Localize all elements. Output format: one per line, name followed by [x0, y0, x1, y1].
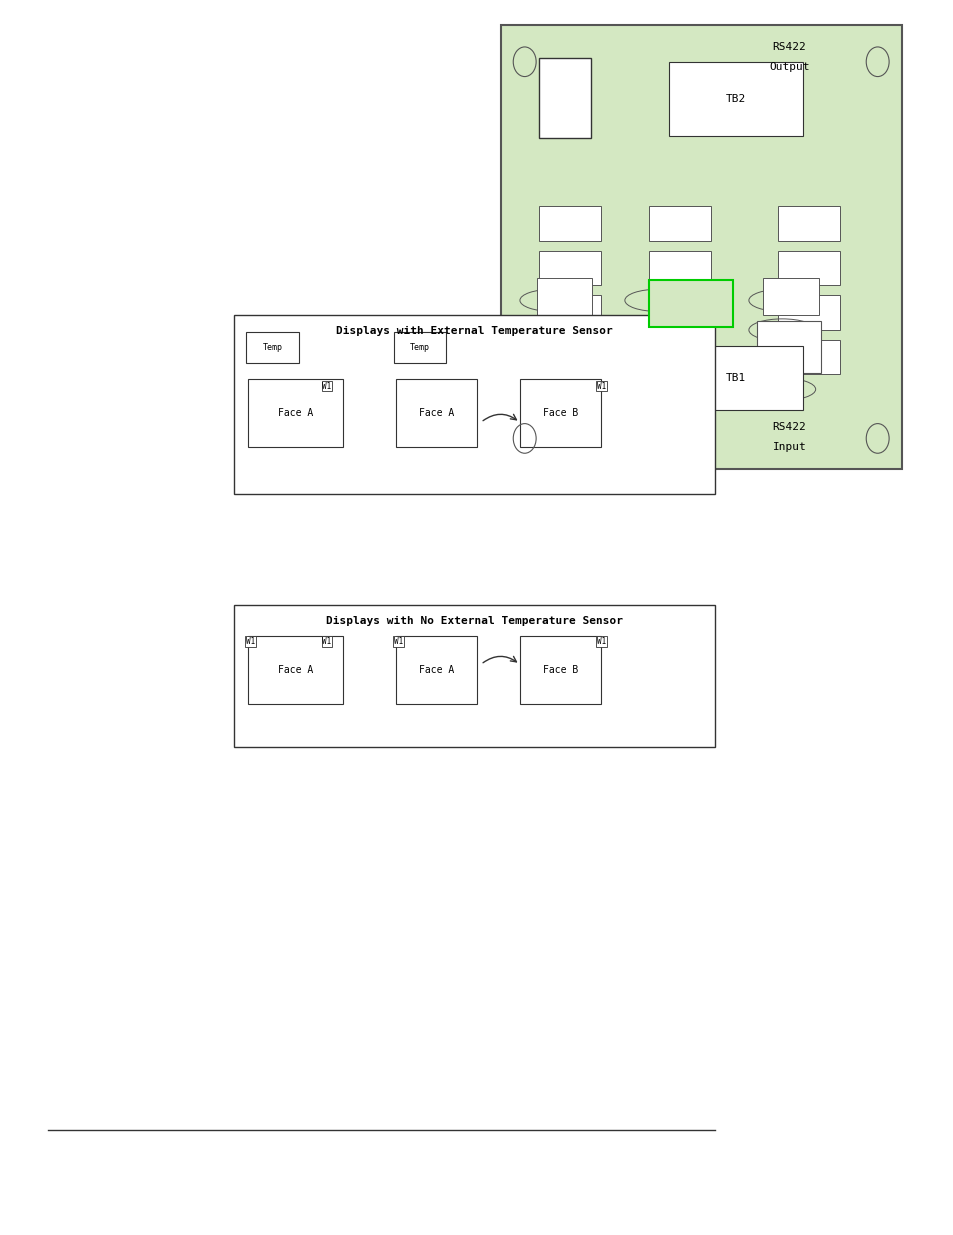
Text: Face A: Face A [418, 408, 454, 419]
FancyBboxPatch shape [777, 340, 839, 374]
Text: W1: W1 [597, 382, 606, 390]
FancyBboxPatch shape [538, 295, 600, 330]
FancyBboxPatch shape [233, 315, 715, 494]
FancyBboxPatch shape [762, 278, 818, 315]
Text: W1: W1 [322, 637, 332, 646]
Text: RS422: RS422 [772, 422, 805, 432]
FancyBboxPatch shape [777, 206, 839, 241]
FancyBboxPatch shape [668, 346, 801, 410]
Text: Face A: Face A [278, 408, 313, 419]
Text: W1: W1 [322, 382, 332, 390]
FancyBboxPatch shape [538, 206, 600, 241]
FancyBboxPatch shape [537, 278, 592, 315]
Text: Displays with No External Temperature Sensor: Displays with No External Temperature Se… [326, 616, 622, 626]
FancyBboxPatch shape [648, 206, 710, 241]
FancyBboxPatch shape [534, 321, 598, 373]
FancyBboxPatch shape [777, 295, 839, 330]
Text: Output: Output [768, 62, 809, 72]
Text: Face B: Face B [542, 408, 578, 419]
Text: TB1: TB1 [725, 373, 745, 383]
FancyBboxPatch shape [246, 332, 298, 363]
FancyBboxPatch shape [500, 25, 901, 469]
Text: W1: W1 [394, 637, 403, 646]
Text: Input: Input [772, 442, 805, 452]
FancyBboxPatch shape [395, 379, 476, 447]
Text: Face A: Face A [278, 664, 313, 676]
Text: W1: W1 [597, 637, 606, 646]
FancyBboxPatch shape [648, 251, 710, 285]
FancyBboxPatch shape [668, 62, 801, 136]
Text: RS422: RS422 [772, 42, 805, 52]
FancyBboxPatch shape [777, 251, 839, 285]
Text: Temp: Temp [410, 343, 430, 352]
FancyBboxPatch shape [538, 58, 591, 138]
Text: TB2: TB2 [725, 94, 745, 104]
FancyBboxPatch shape [248, 636, 343, 704]
FancyBboxPatch shape [756, 321, 821, 373]
Text: Face B: Face B [542, 664, 578, 676]
FancyBboxPatch shape [395, 636, 476, 704]
FancyBboxPatch shape [538, 251, 600, 285]
FancyBboxPatch shape [248, 379, 343, 447]
FancyBboxPatch shape [538, 340, 600, 374]
FancyBboxPatch shape [233, 605, 715, 747]
Text: Face A: Face A [418, 664, 454, 676]
FancyBboxPatch shape [519, 379, 600, 447]
Text: Temp: Temp [262, 343, 282, 352]
Text: Displays with External Temperature Sensor: Displays with External Temperature Senso… [335, 326, 613, 336]
FancyBboxPatch shape [648, 280, 732, 327]
FancyBboxPatch shape [394, 332, 446, 363]
FancyBboxPatch shape [519, 636, 600, 704]
FancyBboxPatch shape [538, 333, 591, 408]
Text: W1: W1 [246, 637, 255, 646]
FancyBboxPatch shape [648, 295, 710, 330]
